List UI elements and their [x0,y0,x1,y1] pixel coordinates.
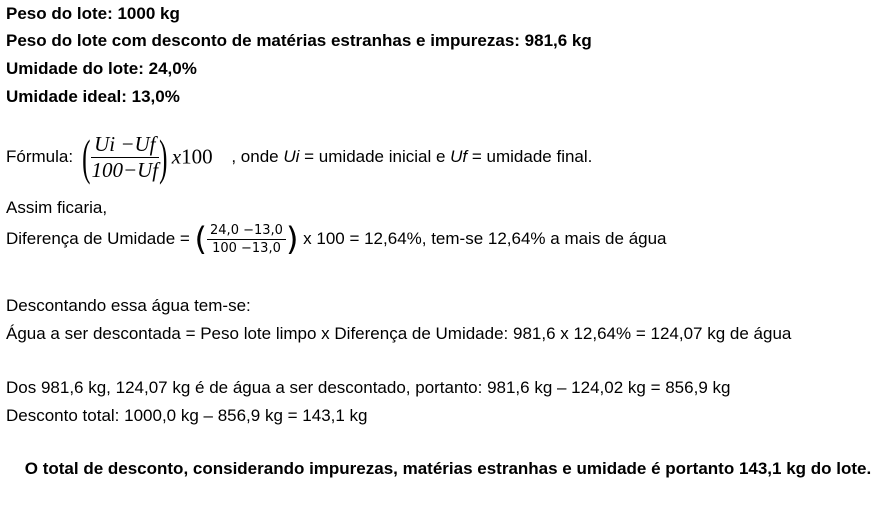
umidade-ideal: Umidade ideal: 13,0% [6,87,180,106]
agua-text: Água a ser descontada = Peso lote limpo … [6,324,792,343]
diff-label: Diferença de Umidade = [6,229,195,248]
diferenca-line: Diferença de Umidade = (24,0 −13,0 100 −1… [6,220,667,258]
dos-text: Dos 981,6 kg, 124,07 kg é de água a ser … [6,378,731,397]
formula-numerator: Ui −Uf [91,132,159,158]
formula-fraction: Ui −Uf 100−Uf [88,132,161,183]
umidade-lote: Umidade do lote: 24,0% [6,59,197,78]
diff-numerator: 24,0 −13,0 [210,222,283,238]
assim-text: Assim ficaria, [6,198,108,217]
formula-label: Fórmula: [6,147,74,166]
diff-denominator: 100 −13,0 [212,240,281,256]
diff-result: x 100 = 12,64%, tem-se 12,64% a mais de … [298,229,667,248]
peso-lote-desconto: Peso do lote com desconto de matérias es… [6,31,592,50]
descontando-text: Descontando essa água tem-se: [6,296,251,315]
formula-mult: x100 [171,144,213,169]
formula-where: , onde Ui = umidade inicial e Uf = umida… [231,147,593,166]
diff-fraction: 24,0 −13,0 100 −13,0 [207,222,286,257]
formula-denominator: 100−Uf [91,157,159,182]
peso-lote: Peso do lote: 1000 kg [6,4,180,23]
conclusao: O total de desconto, considerando impure… [24,459,872,478]
desconto-total: Desconto total: 1000,0 kg – 856,9 kg = 1… [6,406,368,425]
formula-line: Fórmula: (Ui −Uf 100−Uf) x100 , onde Ui = … [6,129,593,185]
